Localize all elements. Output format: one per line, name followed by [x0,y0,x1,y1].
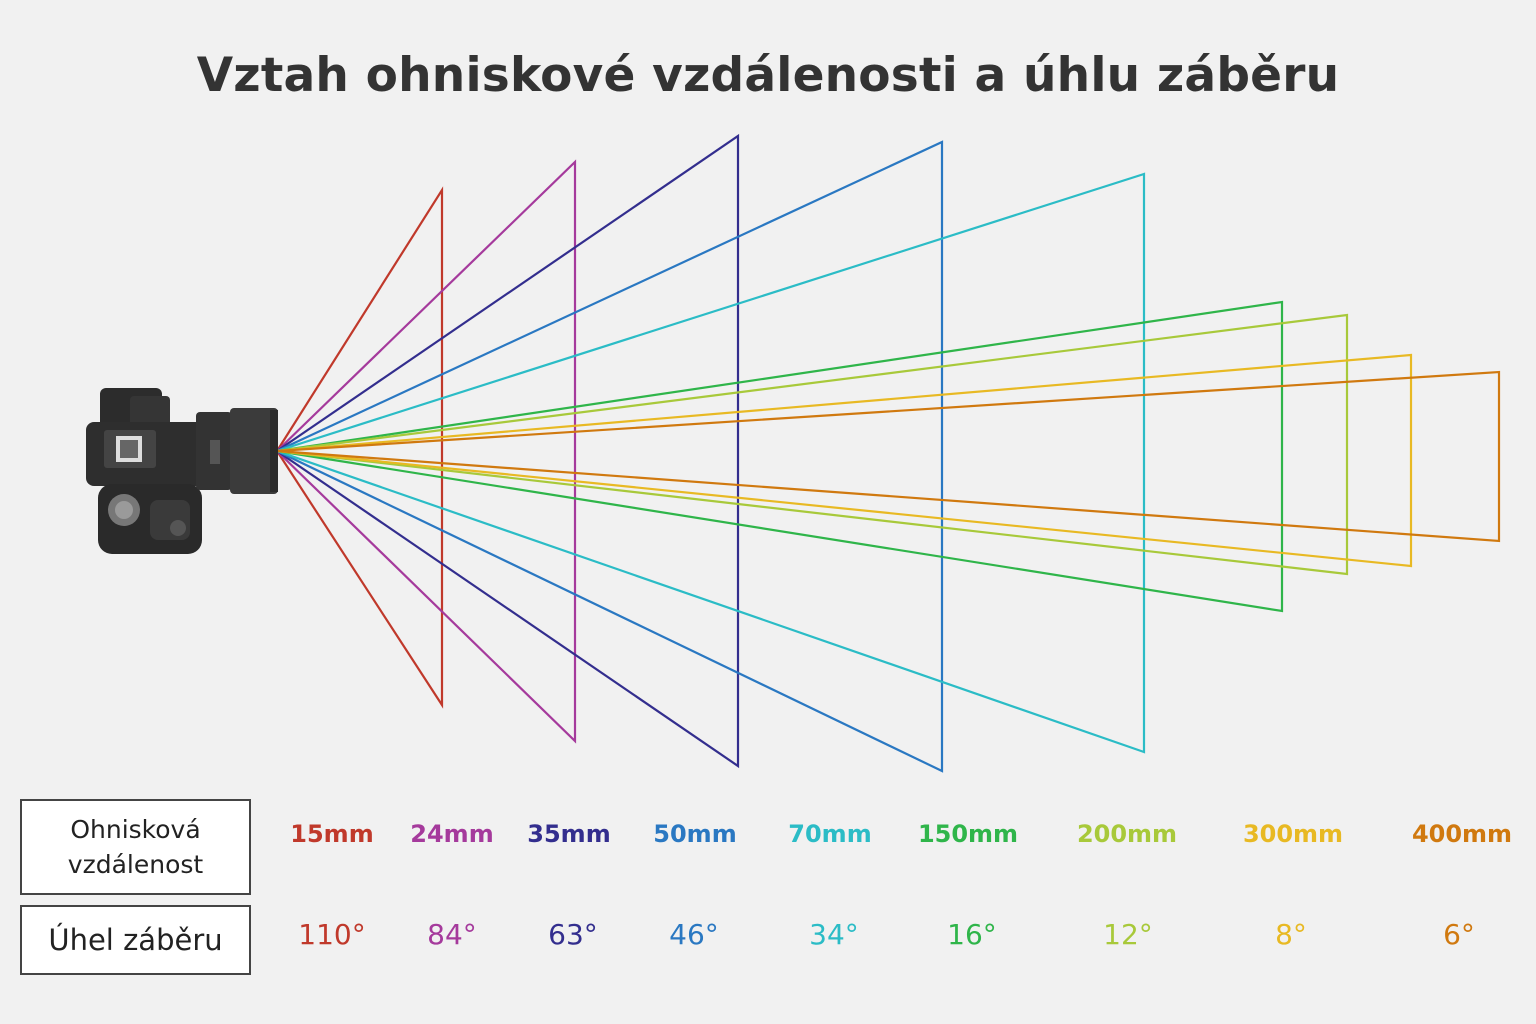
focal-value: 150mm [917,820,1019,848]
angle-value: 8° [1275,918,1307,951]
view-cone-35mm [275,133,740,769]
focal-length-label: Ohnisková vzdálenost [67,815,204,879]
view-cone-15mm [275,186,444,709]
view-cone-24mm [275,159,577,744]
focal-length-label-box: Ohnisková vzdálenost [20,799,251,895]
angle-value: 12° [1103,918,1153,951]
angle-value: 6° [1443,918,1475,951]
page-title: Vztah ohniskové vzdálenosti a úhlu záběr… [196,48,1340,103]
angle-value: 110° [298,918,366,951]
focal-value: 15mm [290,820,374,848]
view-cone-400mm [276,370,1501,543]
angle-value: 63° [548,918,598,951]
view-cone-300mm [276,353,1413,568]
view-cone-50mm [274,140,944,773]
focal-value: 24mm [410,820,494,848]
angle-value: 46° [669,918,719,951]
focal-value: 200mm [1076,820,1178,848]
focal-value: 300mm [1242,820,1344,848]
angle-value: 34° [809,918,859,951]
view-cone-200mm [276,313,1349,576]
angle-value: 84° [427,918,477,951]
focal-value: 35mm [527,820,611,848]
focal-value: 400mm [1411,820,1513,848]
camera-icon [86,388,278,554]
angle-value: 16° [947,918,997,951]
angle-of-view-label-box: Úhel záběru [20,905,251,975]
focal-value: 50mm [653,820,737,848]
angle-of-view-label: Úhel záběru [48,923,223,957]
view-cone-150mm [276,300,1284,613]
view-cone-70mm [273,172,1146,754]
focal-value: 70mm [788,820,872,848]
